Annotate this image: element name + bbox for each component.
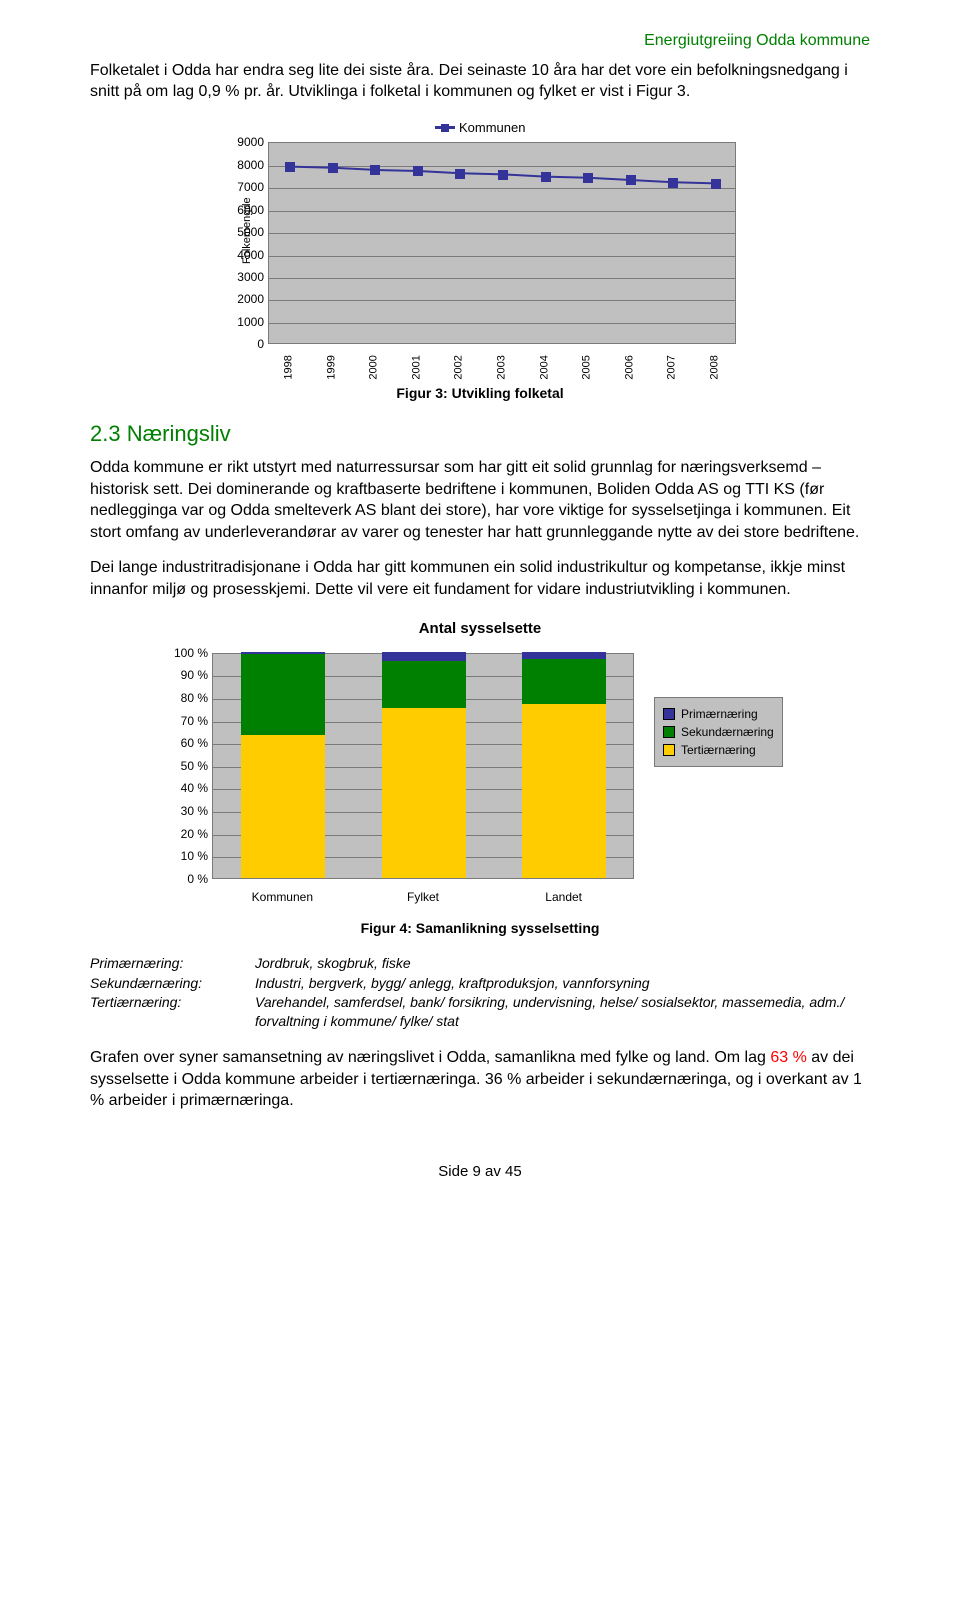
chart1-marker — [498, 170, 508, 180]
chart2-ytick: 50 % — [160, 758, 208, 774]
chart2-xtick: Landet — [545, 889, 582, 905]
legend-swatch — [663, 708, 675, 720]
definition-row: Sekundærnæring:Industri, bergverk, bygg/… — [90, 974, 870, 993]
chart1-ytick: 0 — [220, 336, 264, 352]
legend-row: Primærnæring — [663, 706, 774, 722]
chart1-ytick: 1000 — [220, 314, 264, 330]
chart2-ytick: 60 % — [160, 735, 208, 751]
closing-a: Grafen over syner samansetning av næring… — [90, 1049, 770, 1066]
legend-label: Primærnæring — [681, 706, 758, 722]
chart2-ytick: 20 % — [160, 825, 208, 841]
chart2-bar — [241, 652, 325, 878]
chart1-xtick: 2005 — [580, 355, 595, 379]
chart2-segment — [241, 735, 325, 877]
chart2-segment — [382, 708, 466, 878]
chart1-ytick: 2000 — [220, 291, 264, 307]
definition-desc: Jordbruk, skogbruk, fiske — [255, 954, 870, 973]
definition-term: Tertiærnæring: — [90, 993, 255, 1031]
intro-paragraph: Folketalet i Odda har endra seg lite dei… — [90, 60, 870, 103]
section-p3: Dei lange industritradisjonane i Odda ha… — [90, 557, 870, 600]
legend-label: Tertiærnæring — [681, 742, 756, 758]
chart1-xtick: 2000 — [367, 355, 382, 379]
chart2-segment — [382, 652, 466, 661]
chart1-ytick: 9000 — [220, 134, 264, 150]
chart2-segment — [522, 652, 606, 659]
chart1-xtick: 2008 — [707, 355, 722, 379]
chart1-marker — [370, 165, 380, 175]
chart1-xtick: 2006 — [622, 355, 637, 379]
chart2-bar — [382, 652, 466, 878]
page-header-title: Energiutgreiing Odda kommune — [90, 30, 870, 52]
chart1-marker — [328, 163, 338, 173]
chart2-segment — [522, 659, 606, 704]
chart1-xtick: 2003 — [495, 355, 510, 379]
definition-term: Sekundærnæring: — [90, 974, 255, 993]
chart1-xtick: 2002 — [452, 355, 467, 379]
closing-paragraph: Grafen over syner samansetning av næring… — [90, 1047, 870, 1112]
definition-row: Tertiærnæring:Varehandel, samferdsel, ba… — [90, 993, 870, 1031]
chart2-ytick: 90 % — [160, 667, 208, 683]
chart2-segment — [241, 654, 325, 735]
chart1-series-label: Kommunen — [459, 120, 525, 135]
chart1-marker — [541, 172, 551, 182]
chart1-ytick: 8000 — [220, 157, 264, 173]
folketal-chart: Kommunen 0100020003000400050006000700080… — [220, 117, 740, 373]
page-footer: Side 9 av 45 — [90, 1162, 870, 1182]
chart1-marker — [626, 175, 636, 185]
chart2-ytick: 70 % — [160, 712, 208, 728]
legend-row: Sekundærnæring — [663, 724, 774, 740]
chart1-ytick: 7000 — [220, 179, 264, 195]
chart2-title: Antal sysselsette — [90, 619, 870, 639]
figure3-caption: Figur 3: Utvikling folketal — [90, 384, 870, 403]
definition-desc: Industri, bergverk, bygg/ anlegg, kraftp… — [255, 974, 870, 993]
chart1-xtick: 2007 — [665, 355, 680, 379]
chart1-yaxis-label: Folkemengde — [240, 197, 255, 264]
chart2-xtick: Fylket — [407, 889, 439, 905]
chart1-xtick: 2004 — [537, 355, 552, 379]
legend-label: Sekundærnæring — [681, 724, 774, 740]
chart2-ytick: 0 % — [160, 871, 208, 887]
chart1-marker — [455, 169, 465, 179]
chart1-marker — [413, 166, 423, 176]
section-p2: Odda kommune er rikt utstyrt med naturre… — [90, 457, 870, 543]
chart2-ytick: 100 % — [160, 645, 208, 661]
chart1-marker — [668, 178, 678, 188]
chart2-bar — [522, 652, 606, 878]
chart2-ytick: 30 % — [160, 803, 208, 819]
legend-row: Tertiærnæring — [663, 742, 774, 758]
chart1-xtick: 1998 — [282, 355, 297, 379]
chart1-marker — [583, 173, 593, 183]
chart1-marker — [285, 162, 295, 172]
legend-swatch — [663, 744, 675, 756]
definition-term: Primærnæring: — [90, 954, 255, 973]
chart2-segment — [382, 661, 466, 708]
definitions-block: Primærnæring:Jordbruk, skogbruk, fiskeSe… — [90, 954, 870, 1032]
chart1-ytick: 3000 — [220, 269, 264, 285]
definition-row: Primærnæring:Jordbruk, skogbruk, fiske — [90, 954, 870, 973]
chart1-xtick: 1999 — [324, 355, 339, 379]
chart1-xtick: 2001 — [409, 355, 424, 379]
chart2-xtick: Kommunen — [252, 889, 313, 905]
section-heading: 2.3 Næringsliv — [90, 419, 870, 449]
chart2-ytick: 40 % — [160, 780, 208, 796]
sysselsette-chart: 0 % 10 % 20 % 30 % 40 % 50 % 60 % 70 % 80 % 90 % 1… — [160, 647, 800, 907]
legend-swatch — [663, 726, 675, 738]
chart2-legend: Primærnæring Sekundærnæring Tertiærnæring — [654, 697, 783, 768]
chart1-marker — [711, 179, 721, 189]
chart2-ytick: 10 % — [160, 848, 208, 864]
chart2-segment — [522, 704, 606, 878]
chart2-ytick: 80 % — [160, 690, 208, 706]
closing-pct: 63 % — [770, 1049, 806, 1066]
figure4-caption: Figur 4: Samanlikning sysselsetting — [90, 919, 870, 938]
definition-desc: Varehandel, samferdsel, bank/ forsikring… — [255, 993, 870, 1031]
